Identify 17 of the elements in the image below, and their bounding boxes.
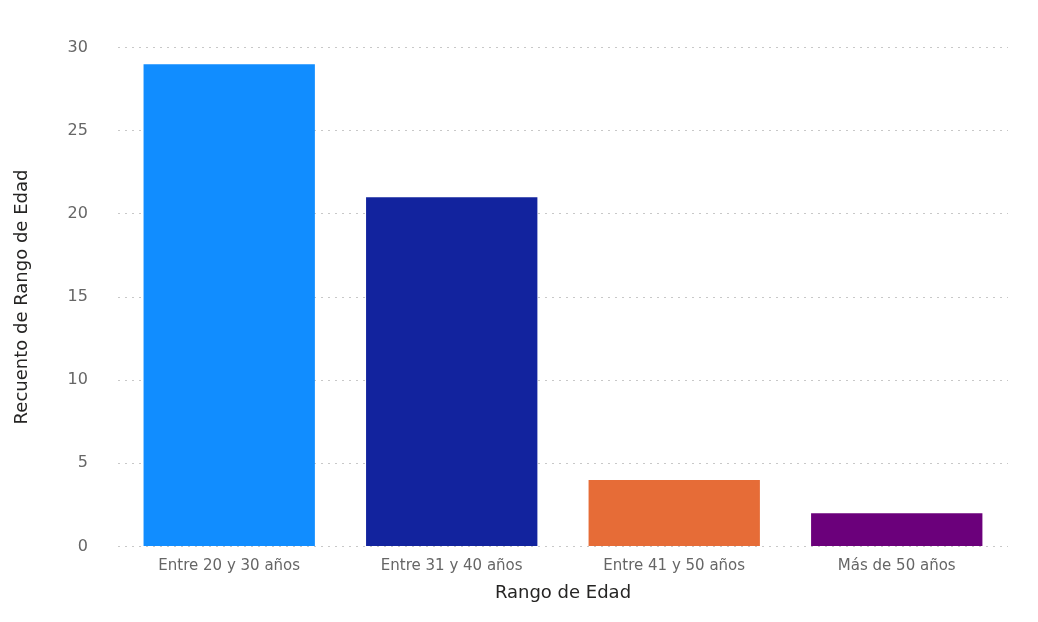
y-axis-title: Recuento de Rango de Edad — [10, 169, 32, 425]
y-tick-label: 5 — [77, 452, 88, 472]
y-tick-label: 10 — [67, 369, 88, 389]
x-tick-label: Entre 41 y 50 años — [603, 556, 746, 575]
x-tick-label: Entre 20 y 30 años — [158, 556, 301, 575]
bar — [143, 64, 315, 546]
bar — [588, 479, 760, 546]
x-tick-label: Entre 31 y 40 años — [380, 556, 523, 575]
y-tick-label: 0 — [77, 535, 88, 555]
y-tick-label: 30 — [67, 36, 88, 56]
bar — [811, 513, 983, 546]
y-tick-label: 25 — [67, 119, 88, 139]
bar — [366, 197, 538, 546]
y-tick-label: 20 — [67, 203, 88, 223]
x-axis-title: Rango de Edad — [494, 580, 632, 602]
y-tick-label: 15 — [67, 286, 88, 306]
x-tick-label: Más de 50 años — [837, 556, 956, 575]
